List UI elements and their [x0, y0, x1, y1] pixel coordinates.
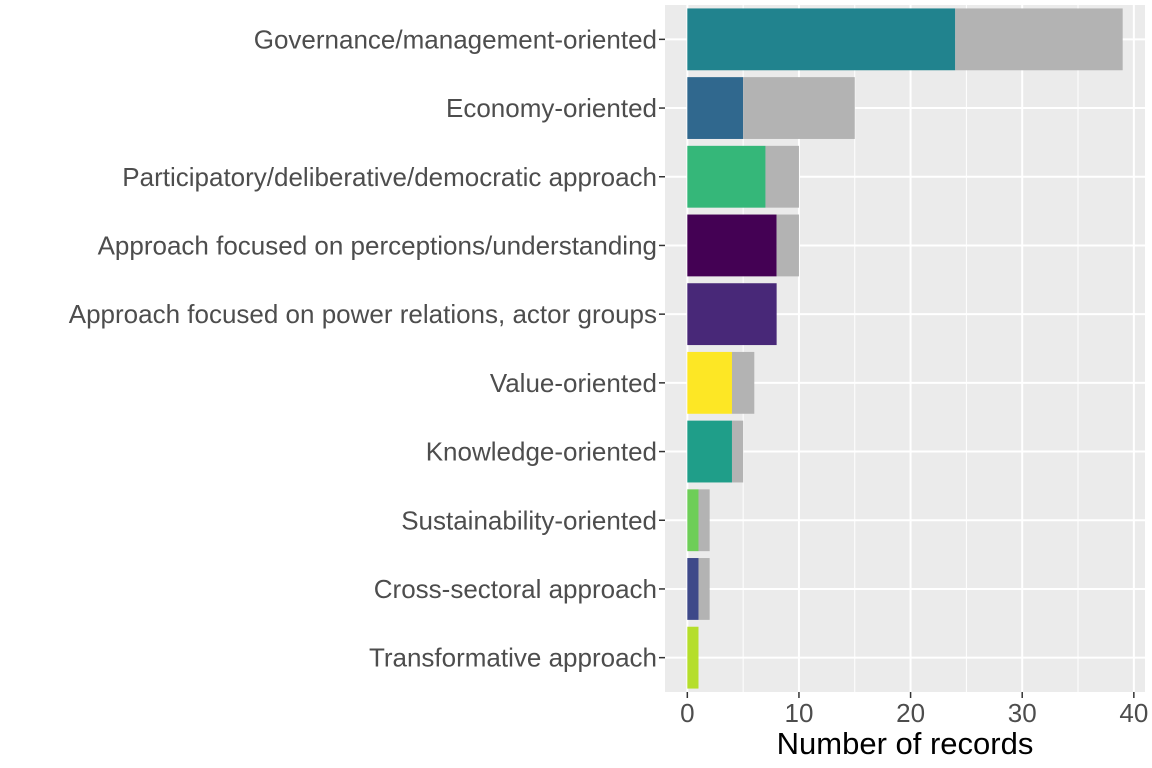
bar-segment-secondary	[698, 558, 710, 620]
category-label: Transformative approach	[369, 643, 657, 673]
x-tick-label: 40	[1119, 698, 1148, 728]
category-label: Knowledge-oriented	[426, 437, 657, 467]
bar-segment-secondary	[776, 214, 799, 277]
bar-segment-primary	[687, 77, 744, 139]
bar-segment-primary	[687, 558, 699, 620]
bar-segment-secondary	[743, 77, 855, 139]
x-tick-label: 0	[680, 698, 694, 728]
category-label: Participatory/deliberative/democratic ap…	[122, 162, 657, 192]
bar-segment-secondary	[731, 420, 744, 483]
bar-segment-primary	[687, 214, 777, 277]
bar-segment-primary	[687, 489, 699, 552]
category-label: Sustainability-oriented	[401, 505, 657, 535]
category-label: Value-oriented	[490, 368, 657, 398]
x-tick-label: 30	[1008, 698, 1037, 728]
x-axis: 0 10 20 30 40	[680, 692, 1148, 728]
category-label: Cross-sectoral approach	[374, 574, 657, 604]
bars	[687, 8, 1123, 689]
x-tick-label: 10	[784, 698, 813, 728]
bar-segment-primary	[687, 351, 732, 414]
bar-segment-secondary	[698, 489, 710, 552]
bar-segment-secondary	[765, 145, 799, 208]
x-axis-title: Number of records	[777, 726, 1034, 761]
bar-segment-secondary	[955, 8, 1123, 71]
bar-segment-secondary	[731, 351, 755, 414]
category-label: Approach focused on power relations, act…	[69, 299, 657, 329]
bar-segment-primary	[687, 626, 699, 689]
y-axis: Governance/management-oriented Economy-or…	[69, 24, 665, 673]
category-label: Economy-oriented	[446, 93, 657, 123]
bar-segment-primary	[687, 8, 956, 71]
bar-segment-primary	[687, 420, 732, 483]
bar-segment-primary	[687, 145, 766, 208]
bar-segment-primary	[687, 283, 777, 346]
category-label: Governance/management-oriented	[254, 24, 657, 54]
x-tick-label: 20	[896, 698, 925, 728]
category-label: Approach focused on perceptions/understa…	[98, 230, 657, 260]
